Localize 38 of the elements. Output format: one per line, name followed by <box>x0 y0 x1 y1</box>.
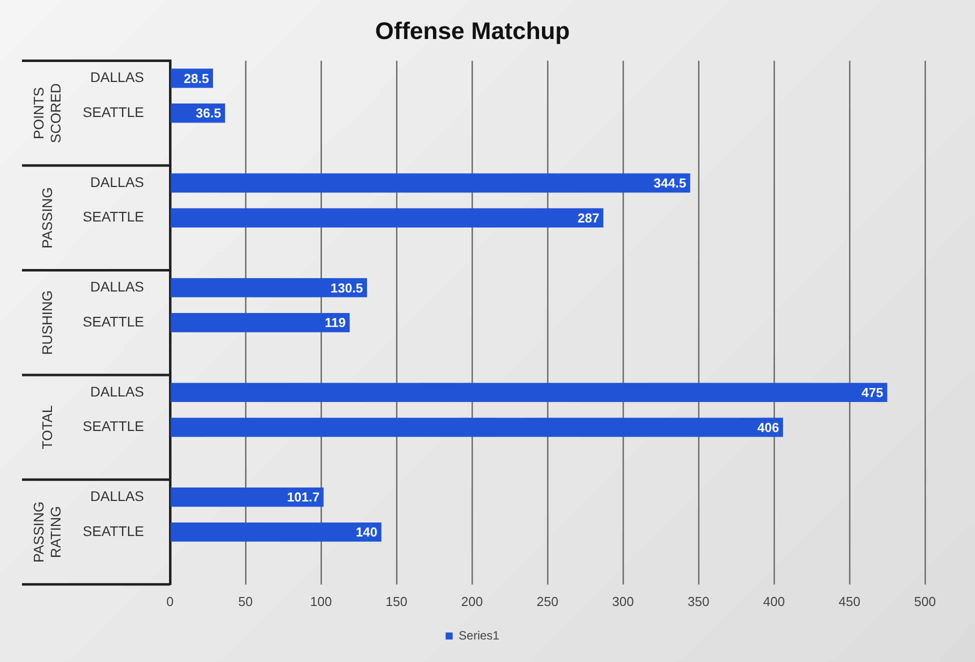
data-label: 36.5 <box>196 106 222 121</box>
data-label: 406 <box>757 420 780 435</box>
data-label: 119 <box>324 315 346 330</box>
x-tick-label: 0 <box>166 594 174 609</box>
y-tick-label: SEATTLE <box>82 104 144 120</box>
x-tick-label: 250 <box>536 594 558 609</box>
text: POINTS SCORED <box>30 83 64 144</box>
x-tick-label: 50 <box>238 594 253 609</box>
x-tick-label: 450 <box>838 594 860 609</box>
y-tick-label: SEATTLE <box>82 313 144 330</box>
x-tick-label: 400 <box>763 594 785 609</box>
chart-title: Offense Matchup <box>375 18 570 46</box>
y-tick-label: DALLAS <box>90 174 144 190</box>
text: TOTAL <box>38 405 55 450</box>
y-tick-label: DALLAS <box>90 488 144 504</box>
legend-label: Series1 <box>458 628 500 642</box>
data-label: 475 <box>862 384 884 400</box>
x-tick-label: 350 <box>688 594 710 609</box>
y-tick-label: SEATTLE <box>82 522 144 539</box>
y-tick-label: SEATTLE <box>82 418 144 434</box>
text: RUSHING <box>38 290 55 355</box>
data-label: 28.5 <box>184 70 210 86</box>
y-tick-label: SEATTLE <box>82 208 144 225</box>
y-tick-label: DALLAS <box>90 69 144 86</box>
data-label: 101.7 <box>287 490 320 505</box>
y-tick-label: DALLAS <box>90 383 144 400</box>
text: PASSING <box>38 187 55 248</box>
text: PASSING RATING <box>30 501 64 563</box>
x-tick-label: 300 <box>612 594 634 609</box>
x-tick-label: 150 <box>386 594 408 609</box>
x-tick-label: 100 <box>310 594 332 609</box>
data-label: 130.5 <box>330 280 364 296</box>
data-label: 287 <box>578 210 600 226</box>
y-tick-label: DALLAS <box>90 278 144 295</box>
data-label: 344.5 <box>654 176 686 191</box>
x-tick-label: 500 <box>914 594 936 609</box>
data-label: 140 <box>356 524 378 540</box>
x-tick-label: 200 <box>461 594 483 609</box>
